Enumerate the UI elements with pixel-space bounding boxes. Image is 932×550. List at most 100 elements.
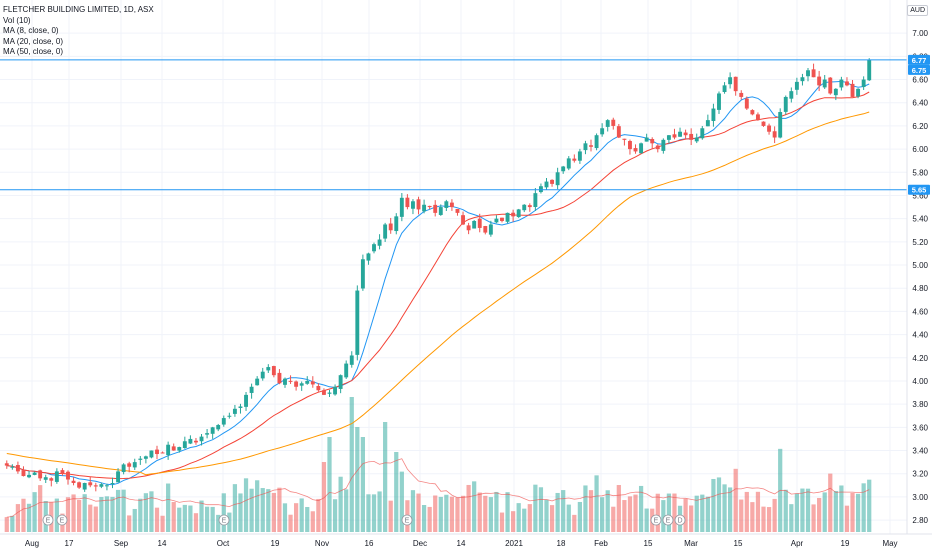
- time-tick-label: Oct: [217, 539, 230, 548]
- time-tick-label: Aug: [25, 539, 39, 548]
- legend-volume[interactable]: Vol (10): [3, 15, 31, 25]
- time-tick-label: 15: [644, 539, 653, 548]
- candle-body: [527, 205, 532, 208]
- price-tag-label: 6.77: [912, 56, 927, 65]
- candle-body: [405, 197, 410, 208]
- volume-bar: [711, 478, 716, 532]
- candle-body: [127, 463, 132, 467]
- volume-bar: [488, 497, 493, 532]
- candle-body: [500, 217, 504, 221]
- volume-ma: [6, 458, 870, 518]
- legend-ma8[interactable]: MA (8, close, 0): [3, 26, 59, 35]
- volume-bar: [833, 490, 838, 532]
- candle-body: [316, 386, 321, 391]
- candle-body: [583, 143, 588, 151]
- candle-body: [194, 440, 198, 443]
- event-marker-label: E: [222, 518, 227, 525]
- candle-body: [360, 259, 365, 289]
- candle-body: [511, 212, 516, 217]
- candle-body: [160, 452, 165, 454]
- candle-body: [227, 415, 232, 417]
- candle-body: [466, 225, 471, 231]
- candle-body: [672, 134, 677, 138]
- candle-body: [717, 93, 721, 110]
- volume-bar: [99, 497, 104, 532]
- candle-body: [99, 484, 104, 487]
- candle-body: [355, 290, 360, 355]
- volume-bar: [82, 494, 87, 532]
- candle-body: [794, 81, 799, 90]
- candle-body: [349, 355, 354, 365]
- candle-body: [666, 135, 671, 140]
- candle-body: [249, 386, 254, 393]
- volume-bar: [527, 504, 532, 532]
- candle-body: [299, 383, 304, 386]
- earnings-marker-icon: [650, 514, 662, 526]
- price-tick-label: 2.80: [912, 516, 928, 525]
- candle-body: [705, 120, 710, 127]
- volume-bar: [388, 500, 393, 532]
- volume-bar: [483, 495, 488, 532]
- candle-body: [377, 239, 382, 246]
- horizontal-lines[interactable]: [0, 59, 907, 191]
- volume-bar: [855, 493, 861, 532]
- candle-body: [205, 433, 210, 435]
- price-tick-label: 5.80: [912, 168, 928, 177]
- candle-body: [210, 427, 215, 434]
- volume-bar: [505, 492, 510, 532]
- candle-body: [783, 96, 788, 112]
- candle-body: [149, 450, 154, 458]
- candle-body: [266, 367, 271, 371]
- candle-body: [232, 408, 237, 414]
- volume-bar: [655, 493, 660, 532]
- volume-bar: [221, 493, 226, 532]
- volume-bar: [438, 496, 443, 532]
- candle-body: [505, 212, 510, 222]
- candle-body: [655, 145, 660, 150]
- candle-body: [694, 137, 699, 142]
- volume-bar: [160, 515, 165, 532]
- legend-ma50[interactable]: MA (50, close, 0): [3, 47, 64, 56]
- price-axis[interactable]: 7.006.806.606.406.206.005.805.605.405.20…: [912, 29, 928, 525]
- ma8-line: [6, 80, 870, 486]
- currency-label[interactable]: AUD: [907, 5, 928, 16]
- price-tick-label: 4.60: [912, 307, 928, 316]
- volume-bar: [232, 484, 238, 532]
- volume-bar: [277, 487, 282, 532]
- candle-body: [32, 472, 37, 475]
- volume-bar: [722, 484, 727, 532]
- earnings-marker-icon: [42, 514, 54, 526]
- volume-bar: [716, 477, 722, 532]
- candle-body: [416, 199, 421, 210]
- candle-body: [444, 201, 449, 208]
- candle-body: [772, 131, 777, 138]
- candle-body: [338, 375, 343, 389]
- volume-bar: [594, 475, 599, 532]
- candle-body: [856, 88, 861, 97]
- candle-body: [383, 224, 388, 239]
- price-tag-label: 6.75: [912, 66, 927, 75]
- candle-body: [438, 207, 443, 215]
- volume-bar: [761, 506, 766, 532]
- candle-body: [238, 406, 243, 408]
- candle-body: [427, 205, 432, 208]
- candle-body: [366, 253, 371, 261]
- candle-body: [166, 444, 171, 456]
- candle-body: [516, 209, 521, 218]
- symbol-title[interactable]: FLETCHER BUILDING LIMITED, 1D, ASX: [3, 5, 154, 14]
- candle-body: [477, 218, 482, 228]
- volume-bar: [366, 494, 371, 532]
- time-axis[interactable]: Aug 17 Sep 14 Oct 19 Nov 16 Dec 14 2021 18 Feb 15 Mar 1…: [25, 539, 898, 548]
- volume-bar: [661, 500, 666, 532]
- price-tick-label: 6.40: [912, 99, 928, 108]
- volume-bar: [622, 500, 627, 532]
- volume-bar: [121, 489, 126, 532]
- time-tick-label: 2021: [505, 539, 523, 548]
- candle-body: [822, 79, 827, 88]
- candle-body: [77, 482, 82, 488]
- legend-ma20[interactable]: MA (20, close, 0): [3, 36, 64, 46]
- candle-body: [333, 386, 338, 395]
- event-marker-label: E: [60, 518, 65, 525]
